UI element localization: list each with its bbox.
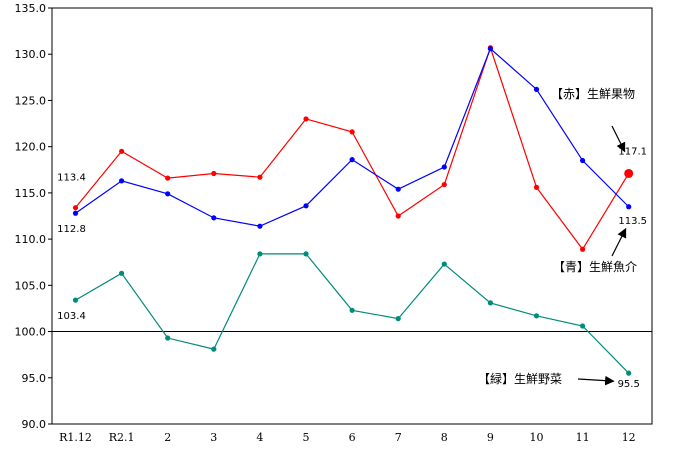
y-tick-label: 110.0 bbox=[15, 233, 47, 246]
x-tick-label: 6 bbox=[349, 431, 356, 444]
y-axis-ticks: 90.0 95.0 100.0 105.0 110.0 115.0 120.0 125.0 13… bbox=[15, 2, 52, 431]
data-point-fruit bbox=[165, 175, 171, 181]
series-line-fruit bbox=[75, 45, 630, 251]
y-tick-label: 95.0 bbox=[22, 372, 47, 385]
annotation-arrow bbox=[577, 375, 615, 386]
data-point-fish bbox=[211, 215, 217, 221]
series-annotation-vegetable: 【緑】生鮮野菜 bbox=[478, 371, 562, 386]
y-tick-label: 115.0 bbox=[15, 187, 47, 200]
data-point-vegetable bbox=[395, 316, 401, 322]
y-tick-label: 90.0 bbox=[22, 418, 47, 431]
x-tick-label: 11 bbox=[576, 431, 590, 444]
x-tick-label: 8 bbox=[441, 431, 448, 444]
data-label: 112.8 bbox=[57, 224, 86, 235]
series-annotations-layer: 【赤】生鮮果物【青】生鮮魚介【緑】生鮮野菜 bbox=[478, 87, 637, 386]
x-tick-label: 3 bbox=[210, 431, 217, 444]
data-point-fruit bbox=[441, 181, 447, 188]
x-tick-label: R2.1 bbox=[109, 431, 135, 444]
data-point-fruit bbox=[303, 116, 309, 122]
x-tick-label: 4 bbox=[256, 431, 263, 444]
data-point-fish bbox=[349, 157, 355, 163]
x-tick-label: 12 bbox=[622, 431, 636, 444]
plot-area-frame bbox=[51, 7, 653, 425]
data-point-fish bbox=[626, 204, 632, 210]
data-point-vegetable bbox=[441, 261, 447, 267]
x-tick-label: 2 bbox=[164, 431, 171, 444]
data-point-fish bbox=[72, 210, 79, 216]
data-point-fish bbox=[580, 157, 586, 164]
y-tick-label: 105.0 bbox=[15, 279, 47, 292]
data-point-vegetable bbox=[580, 323, 586, 329]
data-point-vegetable bbox=[165, 335, 171, 341]
series-vegetable bbox=[72, 251, 632, 376]
annotation-arrow bbox=[611, 125, 626, 153]
data-point-vegetable bbox=[626, 370, 632, 376]
data-point-fish bbox=[119, 178, 125, 184]
data-point-fruit bbox=[211, 170, 217, 177]
series-annotation-fish: 【青】生鮮魚介 bbox=[553, 260, 637, 274]
annotation-arrow bbox=[611, 227, 627, 257]
x-axis-ticks: R1.12 R2.1 2 3 4 5 6 7 8 9 10 11 12 bbox=[59, 431, 636, 444]
data-point-fish bbox=[441, 164, 447, 170]
data-point-fruit bbox=[257, 174, 263, 180]
x-tick-label: 9 bbox=[487, 431, 494, 444]
data-point-vegetable bbox=[119, 270, 125, 276]
data-point-fruit bbox=[119, 148, 125, 154]
data-point-fish bbox=[165, 191, 171, 197]
data-point-vegetable bbox=[72, 297, 79, 303]
data-labels-layer: 113.4 112.8 103.4 117.1 113.5 95.5 bbox=[57, 146, 647, 390]
data-point-vegetable bbox=[349, 307, 355, 313]
data-point-fruit bbox=[533, 184, 540, 190]
series-fish bbox=[72, 46, 632, 229]
data-point-vegetable bbox=[487, 300, 493, 306]
data-point-vegetable bbox=[533, 313, 540, 319]
data-point-fruit bbox=[395, 213, 401, 219]
series-line-vegetable bbox=[75, 253, 630, 374]
data-point-vegetable bbox=[303, 251, 309, 257]
data-point-fish bbox=[395, 186, 401, 192]
y-tick-label: 125.0 bbox=[15, 94, 47, 107]
y-tick-label: 130.0 bbox=[15, 48, 47, 61]
data-point-fruit bbox=[624, 168, 634, 178]
y-tick-label: 120.0 bbox=[15, 141, 47, 154]
data-label: 117.1 bbox=[618, 146, 647, 157]
data-label: 113.5 bbox=[618, 216, 647, 227]
y-tick-label: 135.0 bbox=[15, 2, 47, 15]
x-tick-label: 10 bbox=[530, 431, 544, 444]
data-label: 113.4 bbox=[57, 173, 86, 184]
x-tick-label: R1.12 bbox=[59, 431, 92, 444]
data-point-fish bbox=[533, 86, 540, 92]
series-annotation-fruit: 【赤】生鮮果物 bbox=[551, 87, 635, 101]
data-label: 103.4 bbox=[57, 311, 86, 322]
x-tick-label: 7 bbox=[395, 431, 402, 444]
data-point-vegetable bbox=[211, 346, 217, 352]
data-label: 95.5 bbox=[618, 379, 640, 390]
data-point-fish bbox=[303, 203, 309, 209]
data-point-fruit bbox=[349, 129, 355, 135]
data-point-fruit bbox=[580, 246, 586, 252]
data-point-vegetable bbox=[257, 251, 263, 257]
data-point-fruit bbox=[72, 205, 79, 211]
data-point-fish bbox=[257, 223, 263, 229]
series-fruit bbox=[72, 45, 634, 252]
y-tick-label: 100.0 bbox=[15, 326, 47, 339]
data-point-fish bbox=[487, 46, 493, 52]
series-layer bbox=[72, 45, 634, 376]
x-tick-label: 5 bbox=[303, 431, 310, 444]
